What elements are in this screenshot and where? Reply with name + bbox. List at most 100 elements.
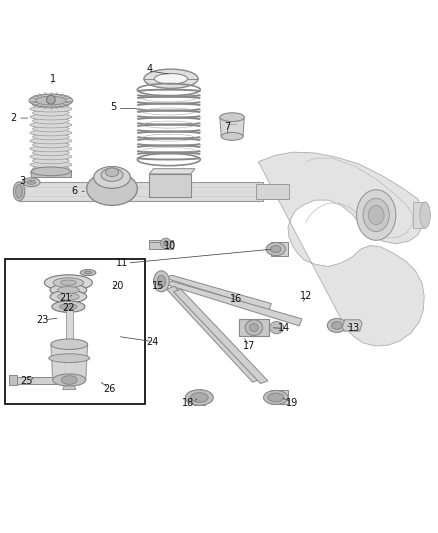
Text: 19: 19	[286, 398, 298, 408]
Bar	[5, 259, 145, 404]
Ellipse shape	[245, 320, 263, 335]
Ellipse shape	[51, 339, 88, 350]
Text: 24: 24	[146, 337, 159, 346]
Ellipse shape	[30, 154, 72, 160]
Ellipse shape	[57, 287, 79, 294]
Text: 17: 17	[244, 341, 256, 351]
Ellipse shape	[22, 178, 40, 187]
Text: 2: 2	[10, 113, 16, 123]
Circle shape	[66, 304, 71, 309]
Text: 11: 11	[116, 258, 128, 268]
Polygon shape	[194, 390, 205, 405]
Ellipse shape	[44, 275, 92, 290]
Ellipse shape	[85, 271, 92, 274]
Ellipse shape	[220, 113, 244, 122]
Ellipse shape	[106, 168, 119, 176]
Ellipse shape	[32, 158, 69, 164]
Ellipse shape	[27, 180, 35, 184]
Circle shape	[160, 238, 171, 248]
Polygon shape	[258, 152, 424, 346]
Ellipse shape	[266, 243, 286, 256]
Ellipse shape	[32, 142, 69, 148]
Polygon shape	[17, 376, 64, 384]
Text: 1: 1	[50, 74, 56, 84]
Text: 5: 5	[110, 102, 117, 112]
Ellipse shape	[32, 150, 69, 156]
Text: 7: 7	[225, 122, 231, 132]
Ellipse shape	[53, 278, 84, 287]
Ellipse shape	[271, 246, 281, 253]
Polygon shape	[149, 240, 173, 247]
Ellipse shape	[60, 376, 68, 384]
Ellipse shape	[264, 391, 288, 405]
Text: 22: 22	[62, 303, 74, 313]
Circle shape	[46, 95, 55, 104]
Ellipse shape	[32, 118, 69, 124]
Ellipse shape	[144, 69, 198, 88]
Ellipse shape	[32, 110, 69, 116]
Ellipse shape	[221, 133, 243, 140]
Ellipse shape	[32, 166, 69, 172]
Text: 14: 14	[279, 324, 291, 334]
Text: 13: 13	[348, 322, 360, 333]
Ellipse shape	[153, 271, 169, 292]
Ellipse shape	[60, 304, 77, 310]
Ellipse shape	[35, 96, 66, 105]
Ellipse shape	[50, 290, 87, 303]
Ellipse shape	[154, 74, 187, 84]
Ellipse shape	[185, 390, 213, 405]
Ellipse shape	[357, 190, 396, 240]
Ellipse shape	[157, 275, 166, 287]
Text: 26: 26	[103, 384, 115, 394]
Polygon shape	[239, 319, 269, 336]
Ellipse shape	[52, 301, 85, 312]
Ellipse shape	[32, 126, 69, 132]
Ellipse shape	[30, 138, 72, 144]
Ellipse shape	[420, 202, 430, 228]
Bar	[31, 171, 71, 176]
Ellipse shape	[332, 321, 342, 329]
Bar	[272, 243, 288, 256]
Polygon shape	[164, 281, 302, 326]
Ellipse shape	[368, 205, 384, 224]
Ellipse shape	[30, 122, 72, 128]
Ellipse shape	[191, 393, 208, 402]
Text: 6: 6	[71, 187, 77, 196]
Ellipse shape	[250, 324, 258, 332]
Ellipse shape	[30, 161, 72, 168]
Ellipse shape	[60, 280, 76, 285]
Ellipse shape	[101, 168, 123, 181]
Ellipse shape	[61, 376, 77, 384]
Text: 25: 25	[20, 376, 32, 386]
Ellipse shape	[80, 270, 96, 276]
Text: 15: 15	[152, 281, 164, 290]
Text: 23: 23	[36, 315, 48, 325]
Ellipse shape	[50, 284, 87, 296]
Ellipse shape	[30, 114, 72, 120]
Polygon shape	[220, 117, 244, 136]
Ellipse shape	[13, 182, 25, 201]
Polygon shape	[10, 375, 17, 385]
Text: 4: 4	[146, 64, 152, 74]
Circle shape	[163, 241, 168, 246]
Text: 12: 12	[300, 291, 312, 301]
Text: 18: 18	[182, 398, 194, 408]
Text: 10: 10	[164, 240, 176, 251]
Polygon shape	[63, 386, 76, 390]
Ellipse shape	[49, 354, 90, 362]
Polygon shape	[164, 275, 272, 310]
Polygon shape	[272, 391, 288, 405]
Ellipse shape	[268, 393, 284, 402]
Polygon shape	[256, 184, 289, 199]
Ellipse shape	[87, 172, 138, 205]
Polygon shape	[413, 202, 425, 228]
Ellipse shape	[30, 130, 72, 136]
Ellipse shape	[30, 106, 72, 112]
Ellipse shape	[29, 94, 73, 107]
Polygon shape	[342, 320, 362, 331]
Ellipse shape	[327, 318, 346, 333]
Ellipse shape	[270, 321, 284, 334]
Text: 20: 20	[112, 281, 124, 291]
Ellipse shape	[30, 169, 72, 176]
Text: 16: 16	[230, 294, 243, 304]
